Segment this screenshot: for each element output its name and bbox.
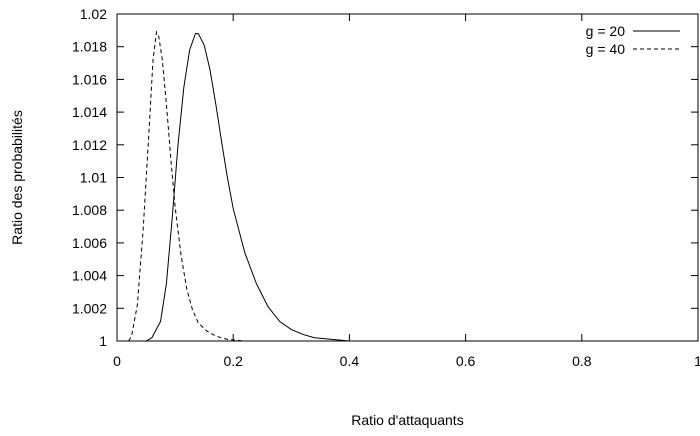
legend-label: g = 20 [586,23,626,39]
legend: g = 20 g = 40 [586,23,680,57]
x-tick-label: 0.4 [340,353,360,369]
y-tick-label: 1.02 [80,6,107,22]
y-axis-title: Ratio des probabilités [9,110,25,245]
series-line-1 [117,33,698,342]
x-axis: 0 0.2 0.4 0.6 0.8 1 [113,14,700,369]
x-axis-title: Ratio d'attaquants [351,412,463,428]
y-tick-label: 1.008 [72,202,107,218]
x-tick-label: 0.6 [456,353,476,369]
y-tick-label: 1.014 [72,104,107,120]
plot-frame-rect [116,13,699,342]
y-tick-label: 1.018 [72,39,107,55]
y-tick-label: 1 [99,333,107,349]
x-tick-label: 1 [694,353,700,369]
series-lines [117,30,698,342]
y-tick-label: 1.006 [72,235,107,251]
y-axis: 1 1.002 1.004 1.006 1.008 1.01 1.012 1.014 1.016… [72,6,698,349]
x-tick-label: 0.8 [572,353,592,369]
y-tick-label: 1.004 [72,268,107,284]
y-tick-label: 1.002 [72,300,107,316]
y-tick-label: 1.01 [80,170,107,186]
legend-label: g = 40 [586,41,626,57]
x-tick-label: 0.2 [223,353,243,369]
plot-frame [116,13,699,342]
y-tick-label: 1.016 [72,71,107,87]
series-line-2 [128,30,698,342]
y-tick-label: 1.012 [72,137,107,153]
x-tick-label: 0 [113,353,121,369]
